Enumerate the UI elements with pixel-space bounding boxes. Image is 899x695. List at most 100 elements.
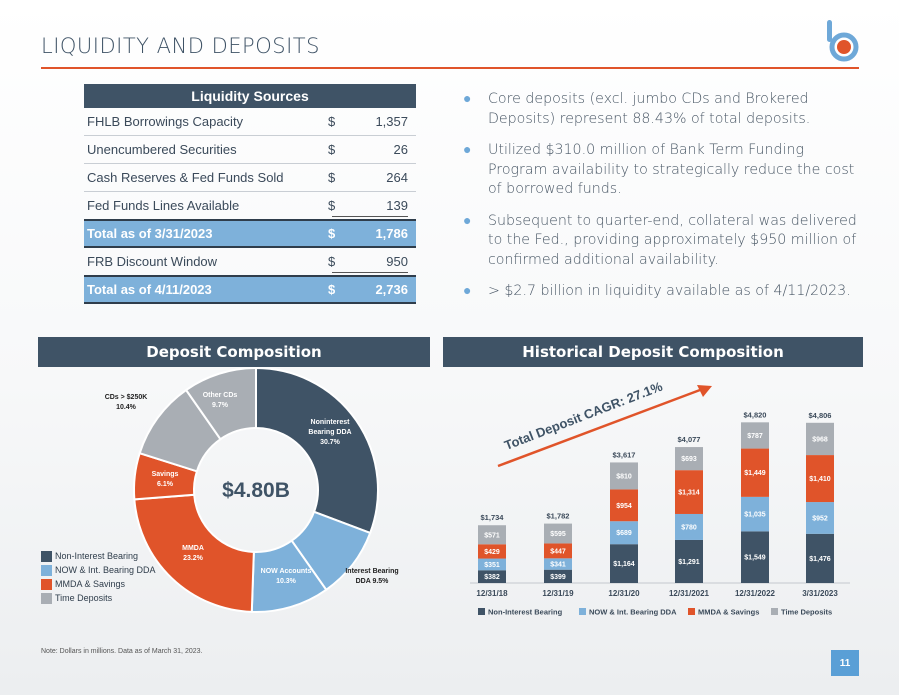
bar-segment-label: $787 (747, 433, 763, 440)
bar-segment-label: $351 (484, 562, 500, 569)
bar-total-label: $4,806 (809, 411, 832, 420)
donut-slice (184, 366, 257, 441)
row-value: 2,736 (375, 282, 408, 297)
bar-segment (478, 558, 506, 571)
liquidity-table-header: Liquidity Sources (84, 84, 416, 108)
row-currency: $ (328, 142, 336, 157)
donut-slice-label: NOW Accounts 10.3% (261, 568, 312, 585)
row-label: Fed Funds Lines Available (87, 198, 240, 213)
donut-slice-label-line: Other CDs (203, 392, 238, 399)
donut-slice-label-line: CDs > $250K (105, 394, 148, 401)
bar-total-label: $4,820 (744, 410, 767, 419)
bar-segment-label: $693 (681, 456, 697, 463)
bar-segment (675, 513, 703, 540)
row-value: 950 (386, 254, 408, 269)
donut-slice-label-line: 30.7% (320, 439, 341, 446)
bar-segment (806, 502, 834, 534)
donut-slice-label-line: 9.7% (212, 402, 229, 409)
table-row: FHLB Borrowings Capacity $ 1,357 (84, 108, 416, 136)
bar-total-label: $4,077 (678, 435, 701, 444)
donut-slice-label-line: Bearing DDA (308, 429, 351, 436)
bar-segment-label: $810 (616, 473, 632, 480)
bar-segment (544, 558, 572, 570)
table-row: Fed Funds Lines Available $ 139 (84, 192, 416, 219)
legend-label: NOW & Int. Bearing DDA (55, 565, 156, 575)
donut-slice-label-line: Savings (152, 471, 179, 478)
bar-segment-label: $382 (484, 574, 500, 581)
list-item: ● > $2.7 billion in liquidity available a… (463, 282, 863, 302)
key-points-list: ● Core deposits (excl. jumbo CDs and Brok… (463, 90, 863, 314)
bar-segment-label: $1,410 (809, 476, 831, 483)
row-label: Total as of 4/11/2023 (87, 282, 212, 297)
subtotal-underline (332, 272, 408, 273)
donut-slice-label-line: NOW Accounts (261, 568, 312, 575)
page-title: LIQUIDITY AND DEPOSITS (41, 34, 320, 58)
bar-segment-label: $399 (550, 574, 566, 581)
list-item: ● Core deposits (excl. jumbo CDs and Brok… (463, 90, 863, 129)
donut-slice-label-line: Noninterest (311, 419, 351, 426)
total-row: Total as of 3/31/2023 $ 1,786 (84, 219, 416, 248)
donut-slice-label-line: 10.3% (276, 578, 297, 585)
row-value: 1,786 (375, 226, 408, 241)
total-row: Total as of 4/11/2023 $ 2,736 (84, 275, 416, 304)
x-tick-label: 3/31/2023 (802, 589, 838, 598)
bar-segment (675, 447, 703, 471)
bar-segment (610, 544, 638, 583)
bar-segment (675, 470, 703, 514)
bar-segment (741, 448, 769, 497)
x-tick-label: 12/31/18 (476, 589, 508, 598)
deposit-composition-title: Deposit Composition (38, 337, 430, 367)
bar-segment-label: $1,549 (744, 555, 766, 562)
bar-segment (544, 523, 572, 544)
legend-swatch (41, 550, 52, 562)
list-item: ● Utilized $310.0 million of Bank Term Fu… (463, 141, 863, 200)
donut-slice-label: CDs > $250K 10.4% (105, 394, 148, 411)
donut-slice (133, 493, 255, 613)
bar-segment (544, 569, 572, 583)
bar-segment (478, 525, 506, 545)
legend-swatch (771, 608, 778, 615)
bar-segment (806, 422, 834, 456)
legend-label: NOW & Int. Bearing DDA (589, 608, 677, 617)
bar-segment (610, 521, 638, 545)
donut-slice-label-line: MMDA (182, 545, 204, 552)
legend-label: MMDA & Savings (55, 579, 126, 589)
row-currency: $ (328, 114, 336, 129)
bullet-text: > $2.7 billion in liquidity available as… (488, 283, 851, 299)
row-currency: $ (328, 254, 336, 269)
donut-slice-label-line: 6.1% (157, 481, 174, 488)
row-value: 264 (386, 170, 408, 185)
bullet-text: Utilized $310.0 million of Bank Term Fun… (488, 142, 855, 197)
bar-segment-label: $780 (681, 524, 697, 531)
bar-segment (675, 539, 703, 583)
bar-segment (741, 496, 769, 532)
bar-segment (741, 531, 769, 583)
legend-label: Time Deposits (55, 593, 113, 603)
row-label: Unencumbered Securities (87, 142, 237, 157)
legend-swatch (478, 608, 485, 615)
row-label: Cash Reserves & Fed Funds Sold (87, 170, 284, 185)
legend-swatch (41, 592, 52, 604)
bar-segment-label: $429 (484, 549, 500, 556)
bar-segment (806, 533, 834, 583)
donut-slice-label: Other CDs 9.7% (203, 392, 238, 409)
bar-segment-label: $968 (812, 436, 828, 443)
footnote: Note: Dollars in millions. Data as of Ma… (41, 648, 203, 655)
row-currency: $ (328, 198, 336, 213)
cagr-label: Total Deposit CAGR: 27.1% (502, 379, 665, 453)
row-currency: $ (328, 170, 336, 185)
table-row: FRB Discount Window $ 950 (84, 248, 416, 275)
bar-segment-label: $1,449 (744, 470, 766, 477)
bar-segment (478, 544, 506, 559)
bar-segment-label: $447 (550, 548, 566, 555)
cagr-arrow (497, 388, 701, 468)
bar-segment-label: $689 (616, 530, 632, 537)
donut-legend: Non-Interest Bearing NOW & Int. Bearing … (41, 549, 156, 605)
donut-slice-label: Interest Bearing DDA 9.5% (345, 568, 398, 585)
legend-swatch (579, 608, 586, 615)
bar-segment-label: $571 (484, 532, 500, 539)
legend-swatch (688, 608, 695, 615)
row-value: 139 (386, 198, 408, 213)
legend-label: MMDA & Savings (698, 608, 759, 617)
